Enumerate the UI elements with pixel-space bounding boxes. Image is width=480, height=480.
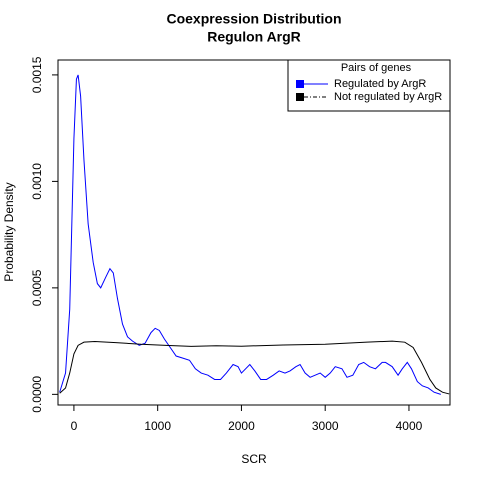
legend-title: Pairs of genes [341, 62, 412, 74]
y-tick-label: 0.0010 [30, 163, 44, 200]
y-axis-label: Probability Density [2, 182, 16, 281]
legend-label: Not regulated by ArgR [334, 91, 442, 103]
chart-title: Regulon ArgR [207, 29, 301, 45]
legend-swatch [296, 93, 304, 101]
x-tick-label: 1000 [144, 419, 171, 433]
data-line [59, 340, 450, 395]
y-tick-label: 0.0000 [30, 376, 44, 413]
legend-box [287, 59, 451, 112]
legend-label: Regulated by ArgR [334, 78, 426, 90]
y-tick-label: 0.0015 [30, 56, 44, 93]
x-tick-label: 0 [71, 419, 78, 433]
legend-swatch [296, 80, 304, 88]
x-axis-label: SCR [241, 452, 267, 466]
data-line [59, 74, 441, 395]
plot-frame [57, 59, 451, 406]
x-tick-label: 4000 [396, 419, 423, 433]
chart-title: Coexpression Distribution [166, 11, 341, 27]
x-tick-label: 2000 [228, 419, 255, 433]
y-tick-label: 0.0005 [30, 269, 44, 306]
x-tick-label: 3000 [312, 419, 339, 433]
